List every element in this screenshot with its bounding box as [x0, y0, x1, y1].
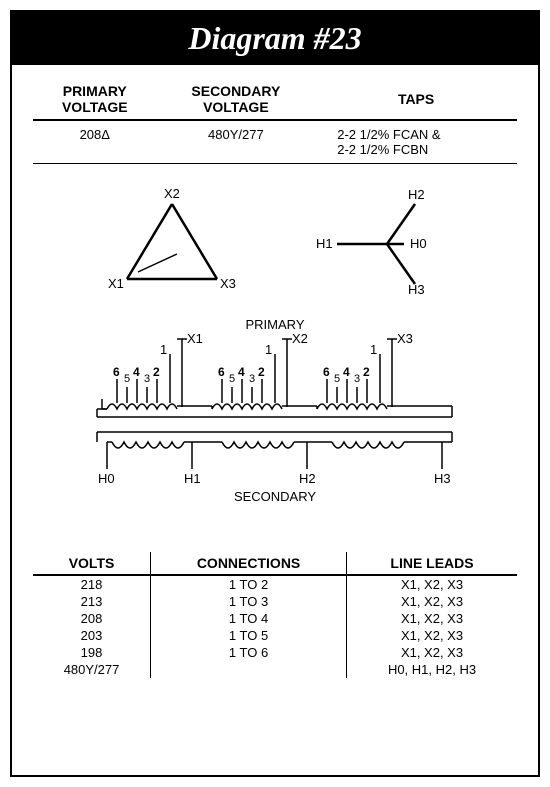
- conn-row: 2081 TO 4X1, X2, X3: [33, 610, 517, 627]
- tap1-g1: 1: [160, 342, 167, 357]
- tap3-g1: 3: [144, 373, 150, 385]
- hdr-primary-lbl: PRIMARYVOLTAGE: [62, 83, 128, 115]
- tap5-g2: 5: [229, 373, 235, 385]
- col-conn: CONNECTIONS: [151, 552, 347, 575]
- r4-v: 198: [33, 644, 150, 661]
- r3-v: 203: [33, 627, 150, 644]
- delta-x1: X1: [108, 276, 124, 291]
- conn-row: 2181 TO 2X1, X2, X3: [33, 575, 517, 593]
- term-h0: H0: [98, 471, 115, 486]
- r4-l: X1, X2, X3: [347, 644, 517, 661]
- r2-c: 1 TO 4: [151, 610, 347, 627]
- tap5-g3: 5: [334, 373, 340, 385]
- r4-c: 1 TO 6: [151, 644, 347, 661]
- term-x2: X2: [292, 331, 308, 346]
- val-primary: 208Δ: [33, 120, 156, 164]
- wye-h2: H2: [408, 187, 425, 202]
- r1-v: 213: [33, 593, 150, 610]
- tap3-g3: 3: [354, 373, 360, 385]
- term-x3: X3: [397, 331, 413, 346]
- tap5-g1: 5: [124, 373, 130, 385]
- tap6-g3: 6: [323, 365, 330, 379]
- tap6-g2: 6: [218, 365, 225, 379]
- tap3-g2: 3: [249, 373, 255, 385]
- val-secondary: 480Y/277: [156, 120, 315, 164]
- term-h2: H2: [299, 471, 316, 486]
- val-taps: 2-2 1/2% FCAN &2-2 1/2% FCBN: [315, 120, 517, 164]
- secondary-label: SECONDARY: [12, 489, 538, 504]
- tap2-g3: 2: [363, 365, 370, 379]
- r2-v: 208: [33, 610, 150, 627]
- tap1-g3: 1: [370, 342, 377, 357]
- hdr-primary: PRIMARYVOLTAGE: [33, 79, 156, 120]
- r5-v: 480Y/277: [33, 661, 150, 678]
- r0-l: X1, X2, X3: [347, 575, 517, 593]
- title-text: Diagram #23: [188, 20, 361, 56]
- r0-c: 1 TO 2: [151, 575, 347, 593]
- r1-l: X1, X2, X3: [347, 593, 517, 610]
- conn-row: 2131 TO 3X1, X2, X3: [33, 593, 517, 610]
- header-table: PRIMARYVOLTAGE SECONDARYVOLTAGE TAPS 208…: [33, 79, 517, 164]
- secondary-winding: [97, 432, 452, 469]
- wye-h3: H3: [408, 282, 425, 297]
- wye-h1: H1: [316, 236, 333, 251]
- term-h1: H1: [184, 471, 201, 486]
- hdr-secondary-lbl: SECONDARYVOLTAGE: [191, 83, 280, 115]
- r3-c: 1 TO 5: [151, 627, 347, 644]
- delta-x2: X2: [164, 186, 180, 201]
- wye-h0: H0: [410, 236, 427, 251]
- tap4-g1: 4: [133, 365, 140, 379]
- tap2-g1: 2: [153, 365, 160, 379]
- delta-x3: X3: [220, 276, 236, 291]
- term-x1: X1: [187, 331, 203, 346]
- tap2-g2: 2: [258, 365, 265, 379]
- delta-symbol: [127, 204, 217, 279]
- tap6-g1: 6: [113, 365, 120, 379]
- conn-row: 1981 TO 6X1, X2, X3: [33, 644, 517, 661]
- col-leads: LINE LEADS: [347, 552, 517, 575]
- connection-table: VOLTS CONNECTIONS LINE LEADS 2181 TO 2X1…: [33, 552, 517, 678]
- hdr-secondary: SECONDARYVOLTAGE: [156, 79, 315, 120]
- r0-v: 218: [33, 575, 150, 593]
- schematic-svg: [12, 174, 550, 514]
- title-bar: Diagram #23: [12, 12, 538, 65]
- conn-tbody: 2181 TO 2X1, X2, X3 2131 TO 3X1, X2, X3 …: [33, 575, 517, 678]
- conn-row: 480Y/277 H0, H1, H2, H3: [33, 661, 517, 678]
- r5-c: [151, 661, 347, 678]
- r3-l: X1, X2, X3: [347, 627, 517, 644]
- diagram-area: X2 X1 X3 H1 H2 H0 H3 PRIMARY SECONDARY X…: [12, 174, 538, 514]
- conn-row: 2031 TO 5X1, X2, X3: [33, 627, 517, 644]
- col-volts: VOLTS: [33, 552, 150, 575]
- tap4-g2: 4: [238, 365, 245, 379]
- hdr-taps-lbl: TAPS: [398, 91, 434, 107]
- hdr-taps: TAPS: [315, 79, 517, 120]
- primary-label: PRIMARY: [12, 317, 538, 332]
- diagram-container: Diagram #23 PRIMARYVOLTAGE SECONDARYVOLT…: [10, 10, 540, 777]
- r2-l: X1, X2, X3: [347, 610, 517, 627]
- wye-symbol: [337, 204, 415, 284]
- term-h3: H3: [434, 471, 451, 486]
- tap1-g2: 1: [265, 342, 272, 357]
- tap4-g3: 4: [343, 365, 350, 379]
- r1-c: 1 TO 3: [151, 593, 347, 610]
- primary-winding: [97, 339, 452, 417]
- r5-l: H0, H1, H2, H3: [347, 661, 517, 678]
